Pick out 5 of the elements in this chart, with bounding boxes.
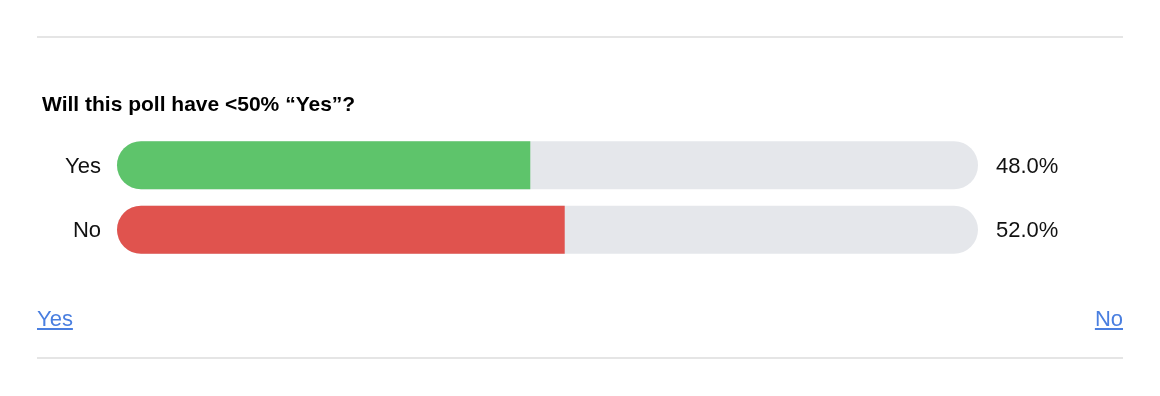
text: No: [1094, 306, 1123, 332]
data-label: 48.0%: [996, 152, 1059, 178]
text: Yes: [37, 306, 73, 332]
data-label: 52.0%: [996, 217, 1059, 243]
chart-title: Will this poll have <50% “Yes”?: [42, 92, 356, 115]
